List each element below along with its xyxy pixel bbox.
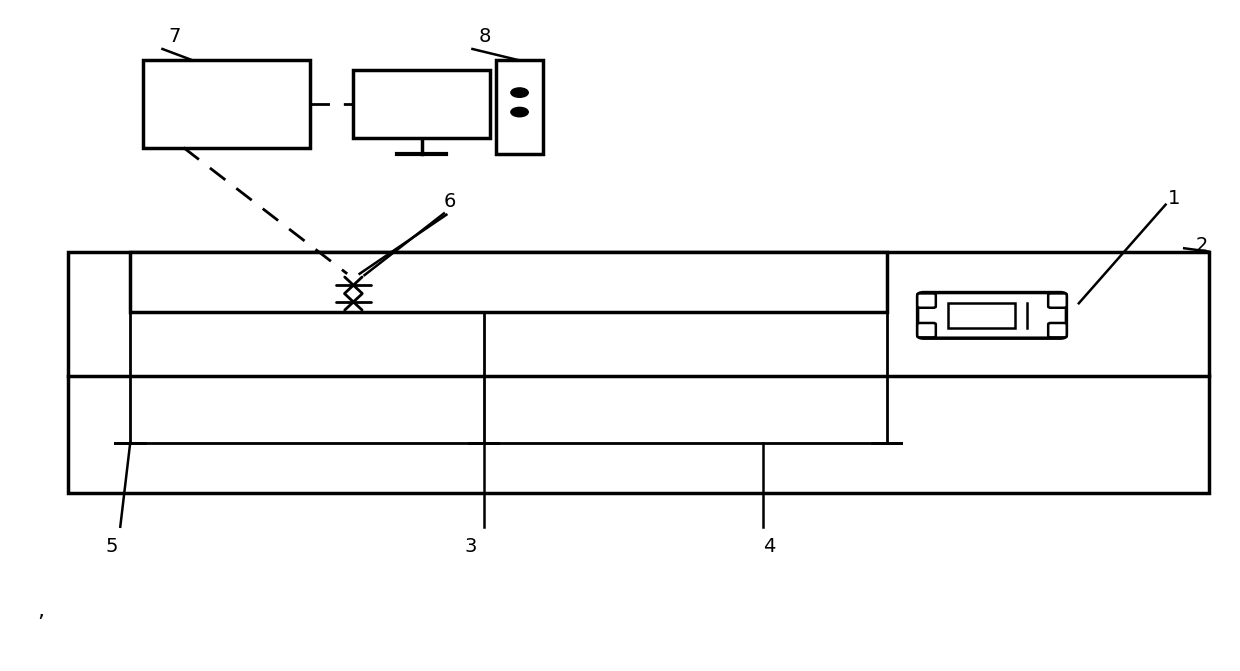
Text: ,: ,: [37, 601, 45, 621]
Circle shape: [511, 107, 528, 117]
Text: 2: 2: [1195, 236, 1208, 255]
Text: 3: 3: [465, 537, 477, 556]
Text: 6: 6: [444, 193, 456, 211]
Circle shape: [511, 88, 528, 97]
Bar: [130, 252, 887, 312]
FancyBboxPatch shape: [918, 323, 936, 338]
FancyBboxPatch shape: [918, 293, 1066, 338]
Bar: [68, 252, 1209, 493]
Text: 1: 1: [1168, 189, 1180, 208]
Text: 7: 7: [169, 27, 181, 46]
Text: 4: 4: [763, 537, 775, 556]
FancyBboxPatch shape: [918, 293, 936, 308]
FancyBboxPatch shape: [1048, 293, 1066, 308]
Bar: [143, 60, 310, 148]
Bar: [496, 60, 543, 154]
Text: 8: 8: [479, 27, 491, 46]
Bar: [949, 303, 1016, 328]
Text: 5: 5: [105, 537, 118, 556]
FancyBboxPatch shape: [1048, 323, 1066, 338]
Bar: [353, 70, 490, 138]
